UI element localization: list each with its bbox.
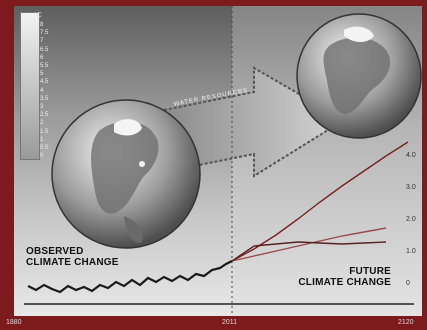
year-label-start: 1880 <box>6 319 22 326</box>
scale-tick: 1 <box>40 136 44 143</box>
scale-tick: 7 <box>40 38 44 45</box>
y-tick-1: 1.0 <box>406 248 416 255</box>
scale-tick: 5 <box>40 71 44 78</box>
y-tick-2: 2.0 <box>406 216 416 223</box>
projection-high-line <box>231 141 409 262</box>
scale-tick: 7.5 <box>40 30 49 37</box>
scale-tick: 3.5 <box>40 95 49 102</box>
scale-unit: °C <box>34 12 42 19</box>
scale-tick: 5.5 <box>40 63 49 69</box>
scale-tick: 8 <box>40 22 44 28</box>
future-label: FUTURE CLIMATE CHANGE <box>298 266 391 288</box>
observed-globe <box>51 99 201 249</box>
illustration-panel: °C 8 7.5 7 6.5 6 5.5 5 4.5 4 3.5 3 2.5 2 1.5 1 0.5 0 WAT… <box>14 6 422 316</box>
year-label-end: 2120 <box>398 319 414 326</box>
scale-tick: 0.5 <box>40 145 49 151</box>
y-tick-3: 3.0 <box>406 184 416 191</box>
scale-tick: 3 <box>40 104 44 110</box>
scale-tick: 4 <box>40 87 44 94</box>
observed-temperature-line <box>27 260 233 294</box>
scale-tick: 6.5 <box>40 46 49 53</box>
scale-tick: 0 <box>40 153 44 160</box>
y-tick-4: 4.0 <box>406 152 416 159</box>
future-globe <box>296 13 422 139</box>
climate-figure: WATER RESOURCES <box>24 6 422 316</box>
scale-tick: 6 <box>40 54 44 61</box>
scale-tick: 1.5 <box>40 128 49 135</box>
transition-arrow: WATER RESOURCES <box>163 66 346 178</box>
observed-label: OBSERVED CLIMATE CHANGE <box>26 246 119 268</box>
year-label-present: 2011 <box>222 319 238 326</box>
projection-mid-line <box>231 227 387 262</box>
projection-low-line <box>231 241 387 262</box>
y-tick-0: 0 <box>406 280 410 287</box>
scale-tick: 4.5 <box>40 79 49 86</box>
temperature-scale-bar <box>20 12 40 160</box>
scale-tick: 2.5 <box>40 112 49 119</box>
scale-tick: 2 <box>40 120 44 127</box>
